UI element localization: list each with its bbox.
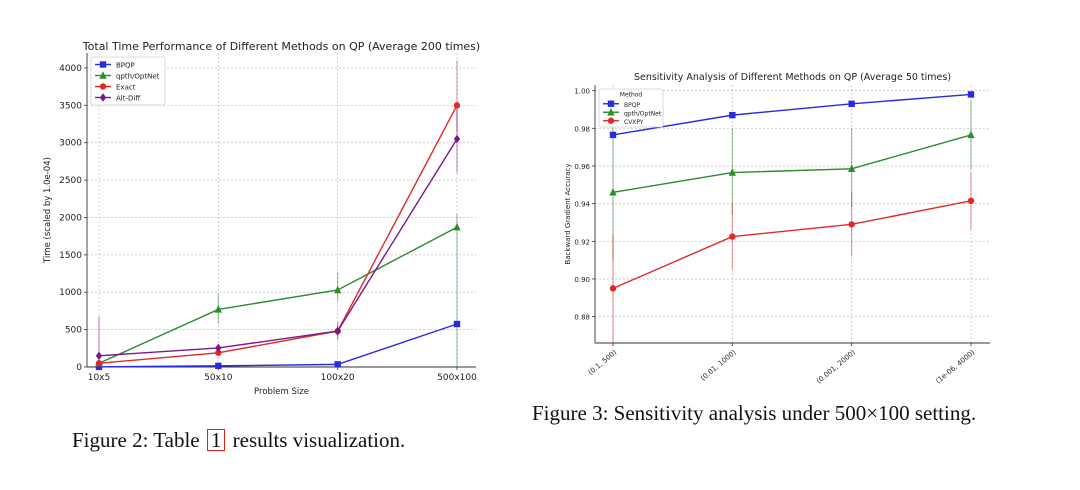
y-tick-label: 0.98 [574,125,590,133]
data-point [453,102,461,109]
data-point [729,111,736,119]
y-tick-label: 0 [76,363,82,373]
data-point [609,131,617,139]
y-tick-label: 3000 [59,139,82,149]
y-tick-label: 0.94 [574,201,590,209]
legend-marker [607,100,615,107]
data-point [729,233,736,240]
y-tick-label: 0.90 [574,276,590,284]
data-point [967,197,975,205]
y-tick-label: 0.88 [574,314,590,322]
legend-title: Method [620,92,643,99]
figure-2-caption-prefix: Figure 2: Table [72,428,200,452]
legend-marker [607,117,615,124]
data-point [453,320,461,328]
legend-label: CVXPY [624,119,644,126]
x-tick-label: 10x5 [88,373,111,383]
x-tick-label: (1e-06, 4000) [934,348,976,385]
data-point [333,285,342,294]
data-point [95,351,103,360]
data-point [967,91,975,98]
legend-label: qpth/OptNet [624,110,662,117]
series-line [98,323,458,368]
y-axis-label: Time (scaled by 1.0e-04) [43,157,53,264]
series-line [98,226,458,364]
x-tick-label: (0.1, 500) [587,348,619,376]
chart-title: Total Time Performance of Different Meth… [82,40,480,53]
chart-title: Sensitivity Analysis of Different Method… [634,72,951,83]
data-point [215,343,222,353]
table-reference-link[interactable]: 1 [206,429,226,451]
legend-marker [99,71,107,79]
legend-label: BPQP [624,102,640,109]
x-tick-label: 500x100 [437,373,477,383]
series-line [612,200,972,290]
data-point [728,168,737,176]
x-tick-label: 100x20 [321,373,355,383]
figure-2-caption-suffix: results visualization. [232,428,406,452]
data-point [215,349,222,356]
y-tick-label: 1.00 [574,88,590,96]
data-point [967,130,975,139]
y-tick-label: 500 [65,326,82,336]
y-tick-label: 0.96 [574,163,590,171]
data-point [215,362,222,370]
data-point [334,326,341,336]
y-axis-label: Backward Gradient Accuracy [564,163,572,264]
legend-label: qpth/OptNet [116,73,160,81]
y-tick-label: 2000 [59,213,82,223]
legend-marker [99,61,107,68]
legend-box [598,88,664,128]
y-tick-label: 3500 [59,101,82,111]
data-point [609,188,617,196]
x-tick-label: (0.01, 1000) [699,348,738,382]
data-point [334,361,341,368]
data-point [848,221,855,228]
data-point [453,134,461,144]
series-line [98,105,458,364]
y-tick-label: 2500 [59,176,82,186]
legend-marker [99,83,107,90]
data-point [453,222,461,231]
y-tick-label: 0.92 [574,238,590,246]
sensitivity-chart: Sensitivity Analysis of Different Method… [564,72,990,385]
data-point [95,360,103,367]
legend-marker [99,93,107,102]
y-tick-label: 1500 [59,251,82,261]
figure-2-caption: Figure 2: Table 1 results visualization. [72,427,512,453]
x-tick-label: (0.001, 2000) [815,348,857,385]
legend-box [90,56,166,106]
y-tick-label: 4000 [59,64,82,74]
x-axis-label: Problem Size [254,387,309,397]
series-line [98,138,458,357]
data-point [847,164,856,173]
data-point [848,100,855,108]
data-point [95,363,103,371]
series-line [612,134,972,194]
y-tick-label: 1000 [59,288,82,298]
series-line [612,93,972,136]
legend-label: Alt-Diff [116,95,140,103]
data-point [214,305,223,313]
legend-marker [607,108,615,116]
total-time-chart: Total Time Performance of Different Meth… [43,40,480,397]
data-point [609,285,617,292]
x-tick-label: 50x10 [204,373,233,383]
legend-label: Exact [116,84,136,92]
figure-3-caption: Figure 3: Sensitivity analysis under 500… [532,401,977,425]
legend-label: BPQP [116,62,135,70]
